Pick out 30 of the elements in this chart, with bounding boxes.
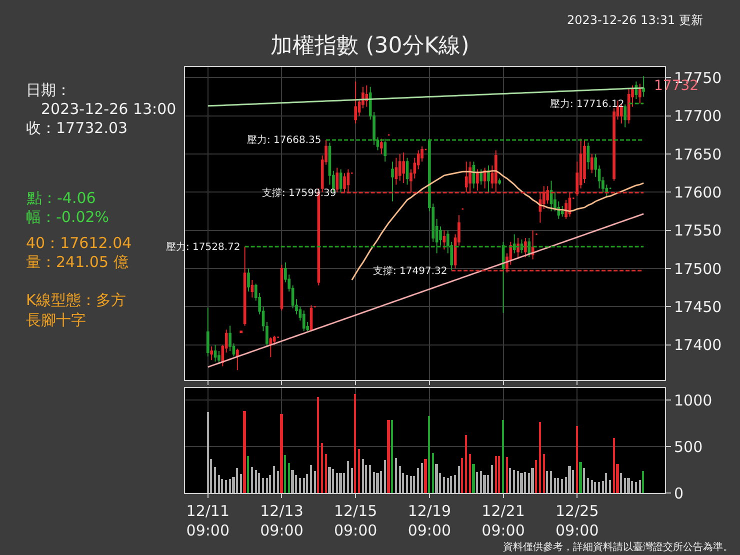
y-tick-label: 1000: [674, 391, 712, 410]
x-tick-label: 12/25 09:00: [556, 502, 599, 540]
text: 2023-12-26 13:00: [41, 100, 176, 118]
x-tick-label: 12/15 09:00: [334, 502, 378, 540]
series-label: 壓力: 17668.35: [247, 134, 322, 146]
chart-title: 加權指數 (30分K線): [270, 34, 470, 59]
x-tick-label: 12/19 09:00: [408, 502, 452, 540]
text: 日期：: [26, 81, 71, 99]
text: 40：17612.04: [26, 234, 132, 252]
text: 點：-4.06: [26, 189, 96, 207]
text: K線型態：多方: [26, 291, 126, 309]
y-tick-label: 17600: [674, 183, 722, 202]
text: 收：17732.03: [26, 119, 128, 137]
text: 量：241.05 億: [26, 253, 128, 271]
y-tick-label: 17500: [674, 260, 722, 278]
x-tick-label: 12/13 09:00: [260, 502, 304, 540]
y-tick-label: 0: [674, 484, 684, 502]
text: 2023-12-26 13:31 更新: [567, 13, 703, 27]
series-label: 支撐: 17497.32: [373, 265, 448, 277]
x-tick-label: 12/21 09:00: [482, 502, 525, 540]
y-tick-label: 17450: [674, 298, 722, 316]
text: 長腳十字: [26, 311, 86, 329]
y-tick-label: 17550: [674, 222, 722, 240]
text: 幅：-0.02%: [26, 208, 110, 226]
y-tick-label: 17400: [674, 336, 722, 354]
y-tick-label: 500: [674, 438, 703, 456]
y-tick-label: 17700: [674, 107, 722, 126]
x-tick-label: 12/11 09:00: [186, 502, 230, 540]
y-tick-label: 17650: [674, 145, 722, 164]
text: 資料僅供參考，詳細資料請以臺灣證交所公告為準。: [503, 541, 733, 553]
